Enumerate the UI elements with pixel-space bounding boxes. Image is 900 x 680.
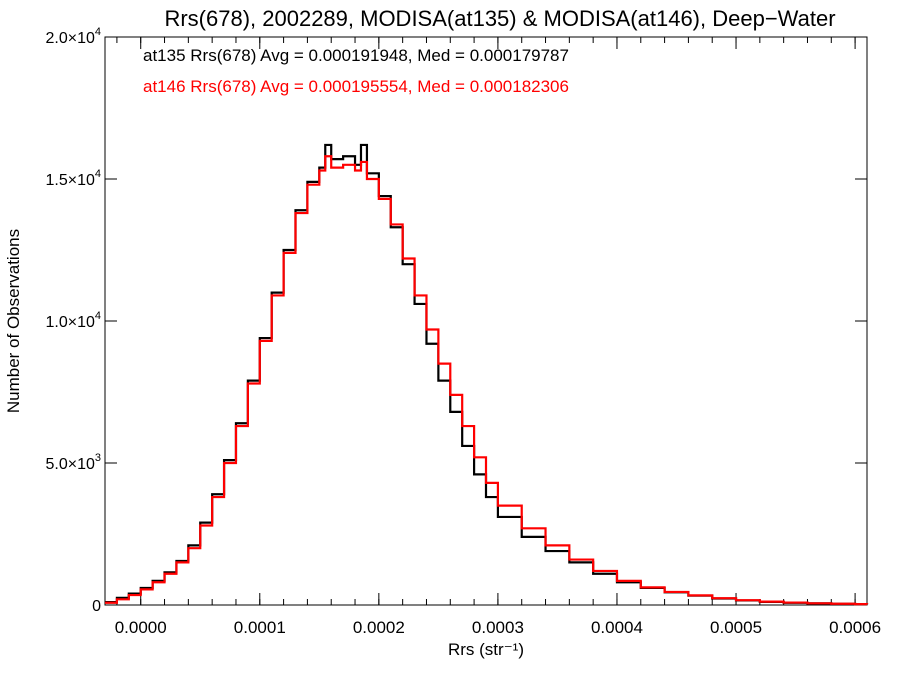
annotation-at135: at135 Rrs(678) Avg = 0.000191948, Med = … <box>143 46 569 65</box>
y-tick-mantissa: 1.0×10 <box>45 314 94 331</box>
x-tick-label: 0.0000 <box>115 618 167 637</box>
chart-title: Rrs(678), 2002289, MODISA(at135) & MODIS… <box>164 6 835 31</box>
series-line-1 <box>105 155 869 606</box>
series-layer <box>105 143 869 606</box>
y-tick-label: 1.5×104 <box>45 168 101 189</box>
y-tick-exponent: 3 <box>95 452 101 464</box>
x-tick-label: 0.0001 <box>234 618 286 637</box>
y-tick-exponent: 4 <box>95 26 101 38</box>
x-tick-label: 0.0003 <box>472 618 524 637</box>
x-axis: 0.0000 0.0001 0.0002 0.0003 0.0004 0.0005 0.00… <box>115 37 881 637</box>
x-tick-label: 0.0004 <box>591 618 643 637</box>
y-tick-mantissa: 0 <box>92 598 101 615</box>
y-tick-mantissa: 1.5×10 <box>45 172 94 189</box>
y-tick-mantissa: 5.0×10 <box>45 456 94 473</box>
annotation-at146: at146 Rrs(678) Avg = 0.000195554, Med = … <box>143 77 569 96</box>
x-tick-label: 0.0002 <box>353 618 405 637</box>
y-tick-exponent: 4 <box>95 168 101 180</box>
y-tick-exponent: 4 <box>95 310 101 322</box>
y-tick-label: 5.0×103 <box>45 452 101 473</box>
x-tick-label: 0.0005 <box>710 618 762 637</box>
y-tick-label: 0 <box>92 598 101 615</box>
series-line-0 <box>105 143 869 606</box>
y-axis-label: Number of Observations <box>4 229 23 413</box>
y-tick-label: 2.0×104 <box>45 26 101 47</box>
x-axis-label: Rrs (str⁻¹) <box>448 640 524 659</box>
x-tick-label: 0.0006 <box>829 618 881 637</box>
plot-frame <box>104 36 868 606</box>
y-tick-label: 1.0×104 <box>45 310 101 331</box>
y-tick-mantissa: 2.0×10 <box>45 30 94 47</box>
